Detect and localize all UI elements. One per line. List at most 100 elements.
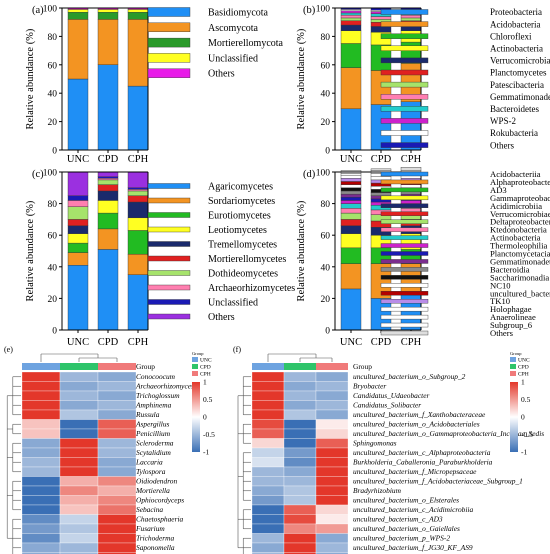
- group-color-bar: [60, 363, 98, 370]
- row-label: Aspergillus: [135, 420, 170, 429]
- x-tick-label: CPD: [98, 337, 119, 348]
- group-legend-swatch: [510, 357, 516, 362]
- bar-segment: [67, 12, 89, 20]
- heatmap-cell: [251, 514, 285, 525]
- bar-segment: [340, 263, 362, 290]
- heatmap-cell: [59, 428, 99, 439]
- legend-label: WPS-2: [490, 116, 516, 126]
- legend-swatch: [380, 21, 429, 27]
- heatmap-cell: [315, 390, 349, 401]
- heatmap-cell: [315, 485, 349, 496]
- legend-label: Others: [208, 69, 235, 80]
- y-tick-label: 60: [48, 232, 58, 242]
- heatmap-cell: [283, 495, 317, 506]
- heatmap-cell: [251, 457, 285, 468]
- heatmap-cell: [251, 504, 285, 515]
- colorbar-tick-label: 1: [203, 378, 207, 387]
- group-legend-label: CPH: [518, 372, 529, 378]
- y-tick-label: 40: [321, 263, 331, 273]
- y-tick-label: 20: [48, 295, 58, 305]
- heatmap-cell: [59, 495, 99, 506]
- x-tick-label: UNC: [67, 154, 89, 165]
- legend-label: Chloroflexi: [490, 31, 532, 41]
- heatmap-cell: [21, 400, 61, 411]
- legend-label: Archaeorhizomycetes: [208, 283, 295, 294]
- bar-segment: [67, 265, 89, 331]
- colorbar-tick-label: 1: [521, 378, 525, 387]
- group-label: Group: [353, 362, 372, 371]
- legend-swatch: [380, 69, 429, 76]
- heatmap-cell: [21, 466, 61, 477]
- heatmap-cell: [59, 504, 99, 515]
- legend-swatch: [147, 22, 191, 32]
- bar-segment: [97, 184, 119, 192]
- row-label: uncultured_bacterium_o_Saccharimonadales: [353, 553, 488, 554]
- group-color-bar: [316, 363, 348, 370]
- heatmap-cell: [59, 438, 99, 449]
- heatmap-cell: [97, 476, 137, 487]
- colorbar: [510, 382, 518, 452]
- legend-swatch: [147, 7, 191, 17]
- bar-segment: [97, 178, 119, 181]
- legend-label: Gemmatimonadetes: [490, 256, 550, 266]
- row-label: Saponomella: [136, 543, 175, 552]
- legend-label: Saccharimonadia: [490, 272, 549, 282]
- bar-segment: [67, 225, 89, 234]
- legend-label: Mortierellomycota: [208, 38, 284, 49]
- bar-segment: [67, 9, 89, 13]
- legend-label: Gemmatimonadetes: [490, 92, 550, 102]
- bar-segment: [370, 16, 392, 20]
- heatmap-cell: [251, 428, 285, 439]
- bar-segment: [370, 70, 392, 105]
- heatmap-cell: [315, 476, 349, 487]
- legend-swatch: [380, 322, 429, 328]
- bar-segment: [67, 78, 89, 151]
- y-tick-label: 80: [321, 33, 331, 43]
- colorbar-tick-label: 0: [521, 413, 525, 422]
- legend-swatch: [380, 291, 429, 296]
- y-tick-label: 40: [48, 90, 58, 100]
- row-label: Laccaria: [135, 458, 163, 467]
- heatmap-cell: [251, 523, 285, 534]
- legend-swatch: [147, 313, 191, 320]
- legend-label: Verrucomicrobia: [490, 56, 550, 66]
- bar-segment: [67, 200, 89, 207]
- legend-label: Alphaproteobacteria: [490, 177, 550, 187]
- legend-swatch: [147, 212, 191, 218]
- group-color-bar: [98, 363, 136, 370]
- legend-label: Others: [208, 312, 235, 323]
- heatmap-cell: [283, 514, 317, 525]
- heatmap-cell: [97, 381, 137, 392]
- heatmap-cell: [97, 457, 137, 468]
- stacked-bar-panel-3: UNC CPD CPH 0 20 40 60 80 100 Relative abundance …: [25, 169, 295, 349]
- legend-swatch: [380, 243, 429, 248]
- heatmap-cell: [97, 485, 137, 496]
- heatmap-cell: [315, 533, 349, 544]
- heatmap-cell: [97, 419, 137, 430]
- legend-swatch: [147, 53, 191, 63]
- heatmap-cell: [283, 533, 317, 544]
- legend-label: Unclassified: [208, 298, 258, 309]
- bar-segment: [127, 9, 149, 13]
- y-tick-label: 0: [325, 147, 330, 157]
- legend-swatch: [147, 299, 191, 305]
- legend-swatch: [380, 9, 429, 15]
- y-tick-label: 20: [321, 295, 331, 305]
- legend-label: Planctomycetacia: [490, 249, 550, 259]
- heatmap-cell: [315, 514, 349, 525]
- bar-segment: [97, 179, 119, 185]
- legend-swatch: [380, 275, 429, 280]
- bar-segment: [127, 190, 149, 196]
- bar-segment: [127, 171, 149, 189]
- legend-swatch: [380, 299, 429, 304]
- legend-label: Actinobacteria: [490, 43, 543, 53]
- heatmap-cell: [251, 466, 285, 477]
- row-label: Sebacina: [136, 505, 163, 514]
- heatmap-cell: [283, 542, 317, 553]
- heatmap-cell: [251, 409, 285, 420]
- bar-segment: [370, 176, 392, 181]
- heatmap-cell: [283, 466, 317, 477]
- legend-label: Acidobacteria: [490, 19, 540, 29]
- row-label: Trichoderma: [136, 534, 174, 543]
